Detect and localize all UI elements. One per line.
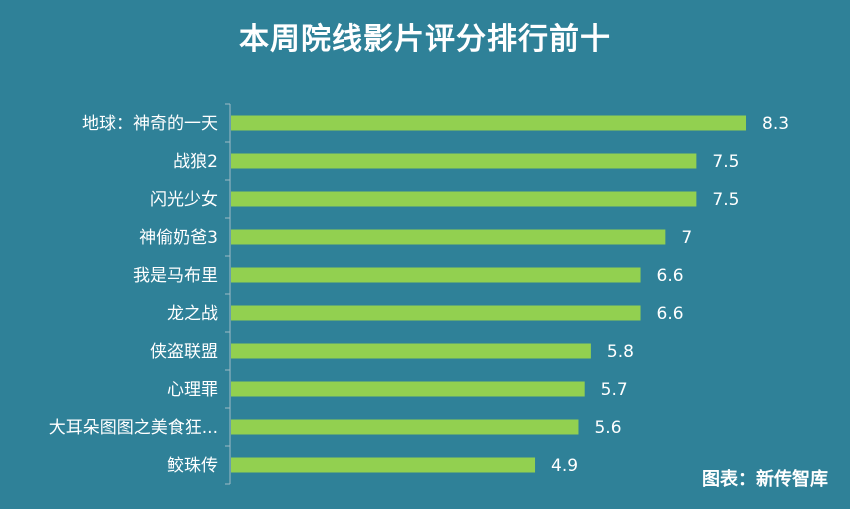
- value-label: 4.9: [551, 456, 578, 476]
- category-label: 地球：神奇的一天: [82, 114, 218, 134]
- value-label: 6.6: [657, 266, 684, 286]
- source-credit: 图表：新传智库: [702, 469, 828, 490]
- chart-title: 本周院线影片评分排行前十: [239, 22, 611, 57]
- category-label: 我是马布里: [133, 266, 218, 286]
- value-label: 7.5: [712, 190, 739, 210]
- value-label: 6.6: [657, 304, 684, 324]
- bar: [231, 153, 697, 169]
- bar: [231, 457, 536, 473]
- bar: [231, 381, 585, 397]
- bar: [231, 267, 641, 283]
- value-label: 7: [681, 228, 692, 248]
- category-label: 龙之战: [167, 304, 218, 324]
- value-label: 5.7: [601, 380, 628, 400]
- bar: [231, 419, 579, 435]
- category-label: 战狼2: [173, 152, 218, 172]
- category-label: 闪光少女: [150, 190, 218, 210]
- value-label: 5.6: [594, 418, 621, 438]
- bar: [231, 191, 697, 207]
- category-label: 鲛珠传: [167, 456, 218, 476]
- category-label: 神偷奶爸3: [139, 228, 218, 248]
- value-label: 5.8: [607, 342, 634, 362]
- bar: [231, 229, 666, 245]
- bar: [231, 343, 591, 359]
- category-label: 大耳朵图图之美食狂...: [49, 418, 218, 438]
- bar: [231, 305, 641, 321]
- value-label: 8.3: [762, 114, 789, 134]
- category-label: 侠盗联盟: [150, 342, 218, 362]
- value-label: 7.5: [712, 152, 739, 172]
- bar: [231, 115, 747, 131]
- category-label: 心理罪: [167, 380, 218, 400]
